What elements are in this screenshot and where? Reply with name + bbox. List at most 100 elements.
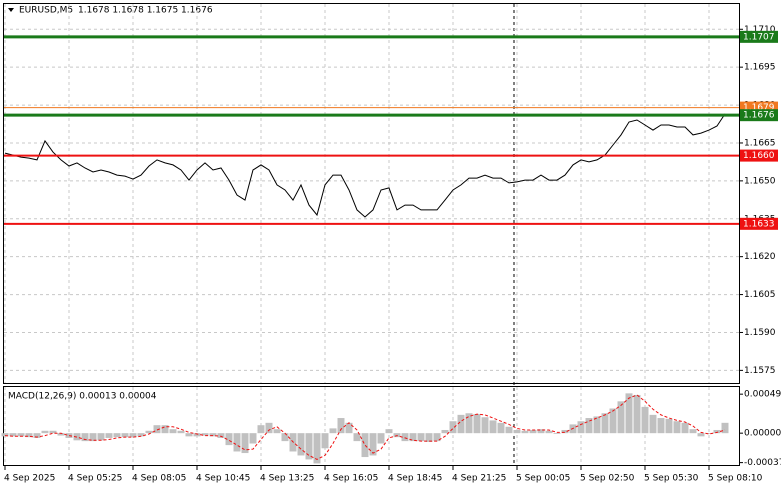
x-tick-label: 4 Sep 18:45 [388, 474, 442, 484]
macd-bar [561, 429, 569, 434]
y-tick-label: 1.1575 [744, 366, 776, 376]
macd-bar [217, 433, 225, 438]
macd-bar [465, 413, 473, 434]
macd-bar [681, 422, 689, 434]
macd-title: MACD(12,26,9) 0.00013 0.00004 [8, 392, 157, 402]
macd-bar [353, 433, 361, 442]
macd-bar [89, 433, 97, 442]
macd-bar [321, 433, 329, 449]
macd-bar [1, 433, 9, 437]
macd-bar [33, 433, 41, 438]
macd-bar [409, 433, 417, 442]
macd-bar [617, 401, 625, 434]
macd-bar [481, 417, 489, 434]
macd-bar [385, 429, 393, 434]
macd-bar [705, 433, 713, 434]
y-tick-label: 0.00000 [744, 429, 781, 439]
macd-bar [657, 418, 665, 434]
y-tick-label: 1.1605 [744, 290, 776, 300]
macd-bar [665, 418, 673, 434]
macd-bar [281, 433, 289, 442]
macd-bar [401, 433, 409, 442]
macd-bar [361, 433, 369, 458]
level-label-box [740, 217, 778, 230]
level-label: 1.1679 [743, 103, 775, 113]
macd-bar [721, 422, 729, 434]
macd-bar [297, 433, 305, 456]
macd-bar [625, 393, 633, 434]
macd-bar [169, 429, 177, 434]
macd-bar [265, 422, 273, 434]
macd-bar [209, 433, 217, 437]
macd-bar [713, 429, 721, 434]
signal-line [4, 394, 726, 460]
x-tick-label: 5 Sep 08:10 [708, 474, 763, 484]
x-tick-label: 4 Sep 13:25 [260, 474, 314, 484]
macd-bar [345, 422, 353, 434]
macd-bar [249, 433, 257, 444]
level-label-box [740, 109, 778, 122]
macd-bar [201, 433, 209, 436]
macd-bar [441, 429, 449, 434]
macd-bar [9, 433, 17, 437]
level-label: 1.1676 [743, 111, 775, 121]
macd-bar [273, 429, 281, 434]
macd-bar [185, 433, 193, 437]
macd-bar [377, 433, 385, 444]
macd-bar [305, 433, 313, 460]
macd-bar [601, 413, 609, 434]
y-tick-label: 1.1695 [744, 63, 776, 73]
macd-bar [457, 414, 465, 434]
y-tick-label: -0.00037 [744, 458, 781, 468]
macd-bar [417, 433, 425, 442]
price-frame [3, 3, 740, 384]
x-tick-label: 4 Sep 16:05 [324, 474, 378, 484]
y-tick-label: 1.1620 [744, 252, 776, 262]
macd-bar [497, 422, 505, 434]
x-tick-label: 5 Sep 05:30 [644, 474, 699, 484]
x-tick-label: 4 Sep 2025 [4, 474, 55, 484]
x-tick-label: 5 Sep 02:50 [580, 474, 635, 484]
macd-bar [113, 433, 121, 438]
y-tick-label: 1.1590 [744, 328, 776, 338]
macd-frame [3, 386, 740, 466]
y-tick-label: 1.1650 [744, 176, 776, 186]
macd-bar [633, 394, 641, 434]
macd-bar [649, 414, 657, 434]
macd-bar [529, 429, 537, 434]
macd-bar [521, 430, 529, 434]
macd-bar [57, 433, 65, 436]
x-tick-label: 5 Sep 00:05 [516, 474, 570, 484]
menu-arrow [8, 8, 14, 12]
x-tick-label: 4 Sep 10:45 [196, 474, 250, 484]
macd-bar [513, 429, 521, 434]
y-tick-label: 1.1665 [744, 138, 776, 148]
macd-bar [153, 425, 161, 434]
macd-bar [337, 418, 345, 434]
ohlc: 1.1678 1.1678 1.1675 1.1676 [78, 6, 213, 16]
x-tick-label: 4 Sep 21:25 [452, 474, 506, 484]
macd-bar [241, 433, 249, 454]
macd-bar [161, 425, 169, 434]
macd-bar [145, 430, 153, 434]
macd-bar [489, 420, 497, 434]
macd-bar [425, 433, 433, 442]
level-label-box [740, 149, 778, 162]
macd-bar [137, 433, 145, 437]
macd-bar [593, 416, 601, 434]
macd-bar [225, 433, 233, 446]
macd-bar [369, 433, 377, 456]
y-tick-label: 0.00049 [744, 390, 781, 400]
macd-bar [105, 433, 113, 438]
macd-bar [193, 433, 201, 437]
macd-bar [177, 430, 185, 434]
macd-bar [65, 433, 73, 438]
macd-bar [329, 428, 337, 434]
macd-bar [505, 426, 513, 434]
macd-bar [553, 433, 561, 434]
price-line [4, 113, 726, 218]
macd-bar [537, 429, 545, 434]
y-tick-label: 1.1710 [744, 25, 776, 35]
macd-bar [25, 433, 33, 438]
